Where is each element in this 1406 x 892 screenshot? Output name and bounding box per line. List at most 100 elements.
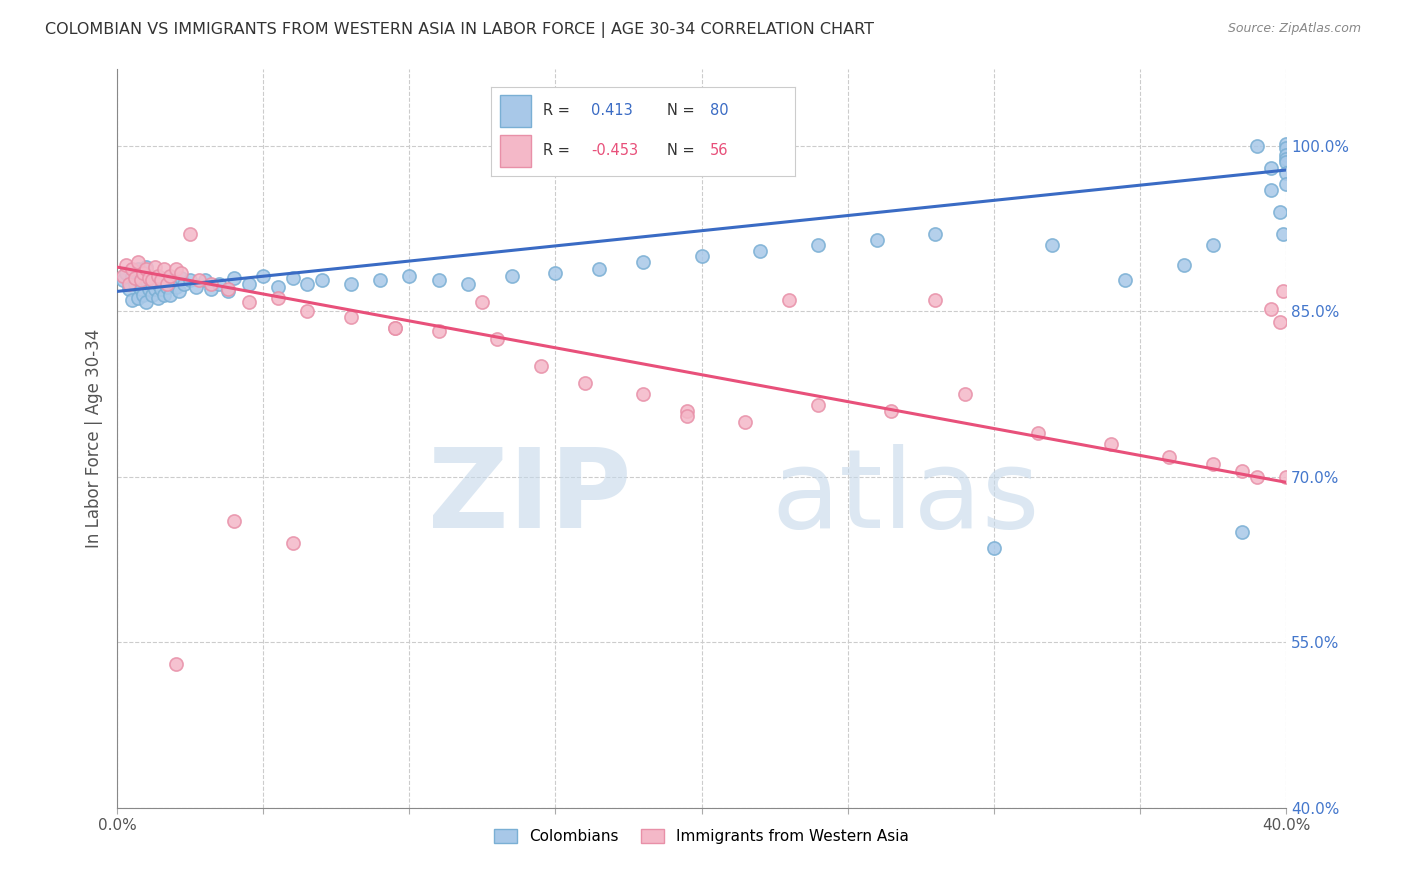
Point — [146, 268, 169, 283]
Point — [153, 262, 176, 277]
Point — [544, 266, 567, 280]
Point — [141, 273, 163, 287]
Point — [1272, 227, 1295, 241]
Point — [778, 293, 800, 308]
Point — [530, 359, 553, 374]
Point — [1275, 152, 1298, 166]
Point — [983, 541, 1005, 556]
Point — [141, 277, 163, 291]
Point — [295, 304, 318, 318]
Point — [208, 277, 231, 291]
Point — [173, 277, 195, 291]
Point — [124, 271, 146, 285]
Point — [138, 271, 160, 285]
Text: ZIP: ZIP — [427, 444, 631, 550]
Point — [194, 273, 217, 287]
Point — [631, 387, 654, 401]
Point — [398, 268, 420, 283]
Point — [924, 293, 946, 308]
Point — [150, 271, 173, 285]
Point — [135, 262, 157, 277]
Point — [1275, 469, 1298, 483]
Point — [1260, 161, 1282, 175]
Point — [384, 320, 406, 334]
Point — [311, 273, 333, 287]
Point — [924, 227, 946, 241]
Point — [115, 258, 138, 272]
Point — [1099, 436, 1122, 450]
Point — [1230, 524, 1253, 539]
Point — [118, 282, 141, 296]
Point — [141, 287, 163, 301]
Point — [866, 233, 889, 247]
Point — [676, 403, 699, 417]
Point — [127, 254, 149, 268]
Point — [1246, 138, 1268, 153]
Point — [121, 262, 143, 277]
Point — [135, 295, 157, 310]
Point — [1275, 166, 1298, 180]
Point — [267, 291, 290, 305]
Point — [1157, 450, 1180, 464]
Point — [179, 273, 201, 287]
Point — [129, 273, 152, 287]
Point — [132, 287, 155, 301]
Point — [1260, 183, 1282, 197]
Point — [281, 536, 304, 550]
Point — [143, 282, 166, 296]
Point — [574, 376, 596, 390]
Point — [1268, 205, 1291, 219]
Point — [165, 657, 187, 672]
Legend: Colombians, Immigrants from Western Asia: Colombians, Immigrants from Western Asia — [494, 830, 910, 845]
Point — [150, 273, 173, 287]
Point — [1202, 238, 1225, 252]
Point — [295, 277, 318, 291]
Point — [127, 291, 149, 305]
Point — [146, 277, 169, 291]
Point — [1272, 285, 1295, 299]
Point — [427, 273, 450, 287]
Point — [1260, 301, 1282, 316]
Point — [200, 282, 222, 296]
Point — [340, 310, 363, 324]
Point — [156, 280, 179, 294]
Point — [159, 268, 181, 283]
Point — [143, 271, 166, 285]
Point — [471, 295, 494, 310]
Point — [135, 273, 157, 287]
Point — [1275, 178, 1298, 192]
Point — [165, 280, 187, 294]
Point — [138, 268, 160, 283]
Point — [112, 273, 135, 287]
Point — [127, 262, 149, 277]
Point — [807, 238, 830, 252]
Point — [124, 277, 146, 291]
Point — [159, 287, 181, 301]
Point — [749, 244, 772, 258]
Text: COLOMBIAN VS IMMIGRANTS FROM WESTERN ASIA IN LABOR FORCE | AGE 30-34 CORRELATION: COLOMBIAN VS IMMIGRANTS FROM WESTERN ASI… — [45, 22, 875, 38]
Point — [1275, 136, 1298, 151]
Point — [132, 266, 155, 280]
Point — [222, 271, 245, 285]
Point — [132, 266, 155, 280]
Point — [184, 280, 207, 294]
Point — [1275, 155, 1298, 169]
Point — [118, 277, 141, 291]
Point — [159, 271, 181, 285]
Point — [167, 285, 190, 299]
Point — [222, 514, 245, 528]
Point — [1275, 147, 1298, 161]
Point — [143, 260, 166, 274]
Point — [384, 320, 406, 334]
Point — [281, 271, 304, 285]
Point — [427, 324, 450, 338]
Point — [953, 387, 976, 401]
Point — [138, 282, 160, 296]
Point — [1268, 315, 1291, 329]
Point — [200, 277, 222, 291]
Point — [340, 277, 363, 291]
Point — [1173, 258, 1195, 272]
Point — [734, 415, 756, 429]
Point — [807, 398, 830, 412]
Point — [170, 271, 193, 285]
